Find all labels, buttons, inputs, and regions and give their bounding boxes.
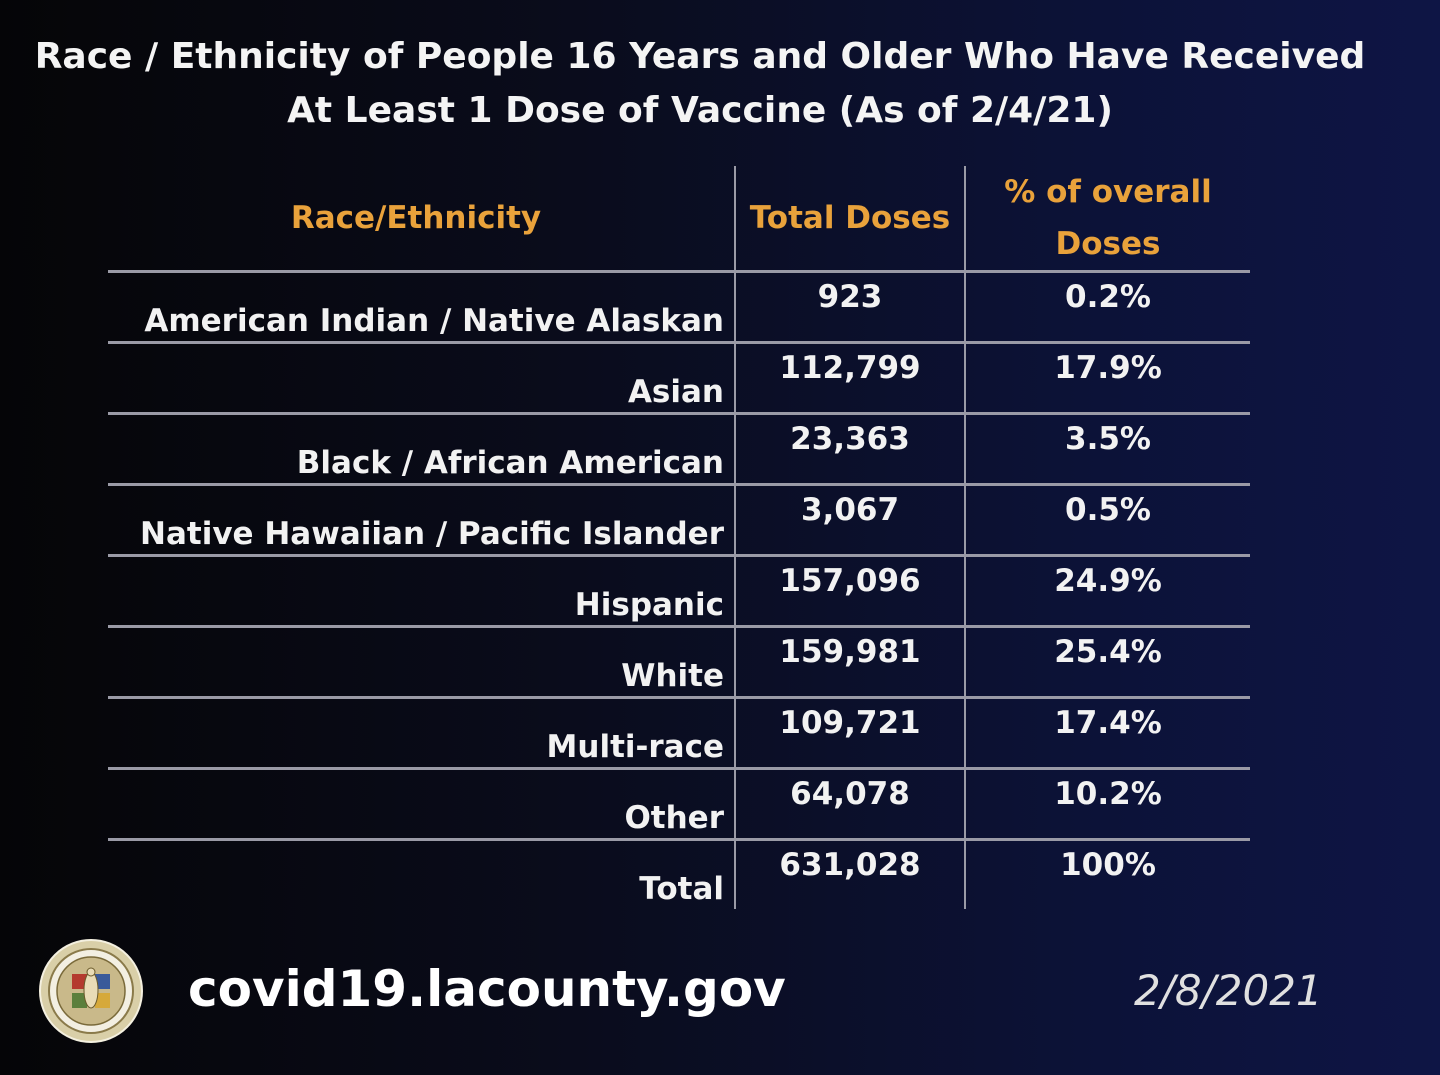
header-total-doses: Total Doses xyxy=(735,166,966,273)
table-row: Other 64,078 10.2% xyxy=(108,768,1250,841)
table-header-row: Race/Ethnicity Total Doses % of overall … xyxy=(108,166,1250,273)
table-row: White 159,981 25.4% xyxy=(108,626,1250,699)
race-cell: Black / African American xyxy=(108,413,736,486)
percent-cell: 25.4% xyxy=(965,626,1250,699)
doses-cell: 112,799 xyxy=(735,342,966,415)
doses-cell: 923 xyxy=(735,271,966,344)
header-race: Race/Ethnicity xyxy=(108,166,736,273)
race-cell: Multi-race xyxy=(108,697,736,770)
header-percent-line-2: Doses xyxy=(1055,226,1161,262)
percent-cell: 17.4% xyxy=(965,697,1250,770)
vaccine-race-table: Race/Ethnicity Total Doses % of overall … xyxy=(108,166,1250,909)
header-percent-line-1: % of overall xyxy=(1004,174,1212,210)
race-cell: Asian xyxy=(108,342,736,415)
percent-cell: 0.2% xyxy=(965,271,1250,344)
percent-cell: 10.2% xyxy=(965,768,1250,841)
table-row: Native Hawaiian / Pacific Islander 3,067… xyxy=(108,484,1250,557)
race-cell: White xyxy=(108,626,736,699)
doses-cell: 23,363 xyxy=(735,413,966,486)
doses-cell: 159,981 xyxy=(735,626,966,699)
table-row: American Indian / Native Alaskan 923 0.2… xyxy=(108,271,1250,344)
race-cell: American Indian / Native Alaskan xyxy=(108,271,736,344)
race-cell: Other xyxy=(108,768,736,841)
doses-cell: 64,078 xyxy=(735,768,966,841)
percent-cell: 24.9% xyxy=(965,555,1250,628)
title-line-1: Race / Ethnicity of People 16 Years and … xyxy=(34,36,1366,77)
slide-date: 2/8/2021 xyxy=(1134,966,1323,1015)
slide-title: Race / Ethnicity of People 16 Years and … xyxy=(0,30,1400,138)
percent-cell: 0.5% xyxy=(965,484,1250,557)
table-row: Asian 112,799 17.9% xyxy=(108,342,1250,415)
race-cell: Hispanic xyxy=(108,555,736,628)
percent-cell: 17.9% xyxy=(965,342,1250,415)
percent-cell: 3.5% xyxy=(965,413,1250,486)
table-row: Black / African American 23,363 3.5% xyxy=(108,413,1250,486)
table-row: Multi-race 109,721 17.4% xyxy=(108,697,1250,770)
doses-cell: 157,096 xyxy=(735,555,966,628)
table-row: Hispanic 157,096 24.9% xyxy=(108,555,1250,628)
header-percent: % of overall Doses xyxy=(965,166,1250,273)
doses-cell: 631,028 xyxy=(735,839,966,909)
county-seal-icon xyxy=(38,938,144,1044)
percent-cell: 100% xyxy=(1060,847,1156,883)
table-row-total: Total 631,028 100% xyxy=(108,839,1250,909)
doses-cell: 109,721 xyxy=(735,697,966,770)
race-cell: Total xyxy=(108,839,736,909)
title-line-2: At Least 1 Dose of Vaccine (As of 2/4/21… xyxy=(287,90,1113,131)
website-url: covid19.lacounty.gov xyxy=(188,960,786,1018)
race-cell: Native Hawaiian / Pacific Islander xyxy=(108,484,736,557)
doses-cell: 3,067 xyxy=(735,484,966,557)
